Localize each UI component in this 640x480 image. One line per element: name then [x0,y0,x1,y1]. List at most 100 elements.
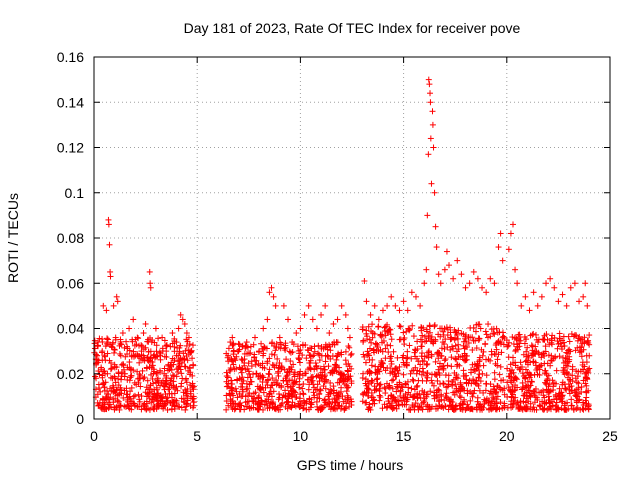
data-point [384,302,391,309]
x-tick-label: 10 [293,428,309,444]
data-point [526,307,533,314]
data-point [242,399,249,406]
data-point [318,345,325,352]
data-point [314,386,321,393]
data-point [377,381,384,388]
data-point [553,367,560,374]
y-tick-label: 0.1 [65,185,85,201]
data-point [229,380,236,387]
data-point [175,358,182,365]
data-point [176,344,183,351]
data-point [146,395,153,402]
data-point [123,338,130,345]
data-point [124,364,131,371]
data-point [101,352,108,359]
data-point [460,367,467,374]
data-point [115,398,122,405]
data-point [397,323,404,330]
data-point [305,302,312,309]
x-tick-label: 20 [499,428,515,444]
data-point [130,393,137,400]
data-point [278,382,285,389]
data-point [245,392,252,399]
data-point [282,375,289,382]
data-point [449,398,456,405]
data-point [162,391,169,398]
data-point [94,342,101,349]
data-point [151,351,158,358]
data-point [244,365,251,372]
data-point [387,365,394,372]
data-point [375,316,382,323]
data-point [101,384,108,391]
data-point [419,339,426,346]
data-point [289,383,296,390]
data-point [151,403,158,410]
data-point [450,275,457,282]
data-point [472,328,479,335]
data-point [338,403,345,410]
data-point [274,355,281,362]
data-point [227,364,234,371]
data-point [123,391,130,398]
data-point [494,362,501,369]
data-point [161,383,168,390]
data-point [101,400,108,407]
data-point [421,280,428,287]
data-point [440,380,447,387]
data-point [124,376,131,383]
data-point [190,395,197,402]
data-point [158,379,165,386]
data-point [146,268,153,275]
data-point [314,403,321,410]
data-point [239,386,246,393]
data-point [248,363,255,370]
data-point [300,381,307,388]
data-point [251,351,258,358]
data-point [276,390,283,397]
data-point [439,363,446,370]
data-point [230,340,237,347]
data-point [105,221,112,228]
data-point [114,392,121,399]
data-point [95,339,102,346]
data-point [274,404,281,411]
data-point [294,371,301,378]
data-point [187,382,194,389]
data-point [168,375,175,382]
data-point [184,397,191,404]
data-point [302,370,309,377]
data-point [309,373,316,380]
data-point [325,363,332,370]
data-point [432,358,439,365]
data-point [541,406,548,413]
data-point [290,361,297,368]
data-point [366,401,373,408]
data-point [117,402,124,409]
data-point [334,316,341,323]
data-point [363,298,370,305]
y-tick-label: 0.06 [57,275,84,291]
data-point [113,293,120,300]
data-point [423,266,430,273]
data-point [182,347,189,354]
data-point [582,280,589,287]
data-point [128,384,135,391]
data-point [480,362,487,369]
data-point [100,302,107,309]
data-point [306,359,313,366]
data-point [174,387,181,394]
data-point [169,330,176,337]
data-point [280,392,287,399]
data-point [334,339,341,346]
data-point [168,366,175,373]
data-point [518,302,525,309]
data-point [264,358,271,365]
data-point [157,397,164,404]
data-point [108,365,115,372]
data-point [543,280,550,287]
data-point [102,379,109,386]
data-point [316,378,323,385]
data-point [426,322,433,329]
data-point [99,395,106,402]
